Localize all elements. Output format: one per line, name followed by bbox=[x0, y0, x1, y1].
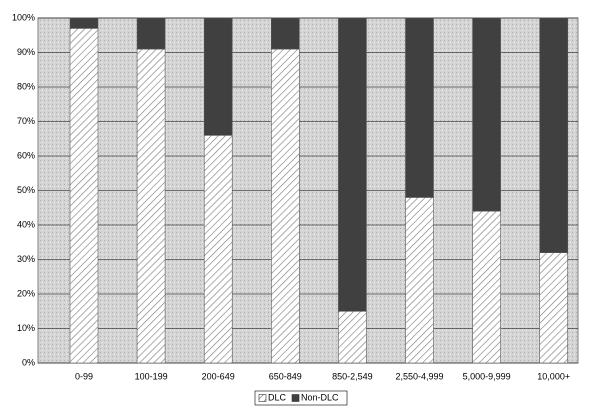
y-tick-label: 70% bbox=[17, 116, 35, 126]
legend-swatch bbox=[258, 394, 267, 402]
bar-segment bbox=[203, 135, 233, 364]
x-tick-label: 200-649 bbox=[202, 371, 235, 381]
y-tick-label: 20% bbox=[17, 288, 35, 298]
y-tick-label: 30% bbox=[17, 254, 35, 264]
bar-segment bbox=[69, 28, 99, 364]
bar-segment bbox=[539, 252, 569, 364]
x-tick-label: 850-2,549 bbox=[332, 371, 373, 381]
bar-segment bbox=[69, 17, 99, 29]
y-tick-label: 80% bbox=[17, 81, 35, 91]
y-tick-label: 10% bbox=[17, 323, 35, 333]
bar-segment bbox=[338, 310, 367, 364]
x-tick-label: 0-99 bbox=[75, 371, 93, 381]
bar-segment bbox=[270, 17, 300, 50]
legend-box bbox=[254, 390, 348, 406]
bar-segment bbox=[405, 17, 434, 198]
bar-segment bbox=[203, 17, 233, 136]
y-tick-label: 0% bbox=[22, 357, 35, 367]
y-tick-label: 100% bbox=[12, 12, 35, 22]
legend-label: DLC bbox=[268, 392, 287, 402]
bar-segment bbox=[270, 48, 300, 364]
bar-segment bbox=[539, 17, 569, 253]
legend-swatch bbox=[291, 394, 300, 402]
y-tick-label: 40% bbox=[17, 219, 35, 229]
bar-segment bbox=[472, 17, 501, 212]
x-tick-label: 650-849 bbox=[269, 371, 302, 381]
bar-segment bbox=[405, 197, 434, 364]
bar-segment bbox=[136, 17, 166, 50]
x-tick-label: 10,000+ bbox=[537, 371, 570, 381]
y-tick-label: 90% bbox=[17, 47, 35, 57]
bar-segment bbox=[136, 48, 166, 364]
x-tick-label: 5,000-9,999 bbox=[463, 371, 511, 381]
bar-segment bbox=[338, 17, 367, 312]
bar-segment bbox=[472, 210, 501, 364]
x-tick-label: 100-199 bbox=[135, 371, 168, 381]
legend-label: Non-DLC bbox=[301, 392, 339, 402]
y-tick-label: 50% bbox=[17, 185, 35, 195]
x-tick-label: 2,550-4,999 bbox=[395, 371, 443, 381]
y-tick-label: 60% bbox=[17, 150, 35, 160]
